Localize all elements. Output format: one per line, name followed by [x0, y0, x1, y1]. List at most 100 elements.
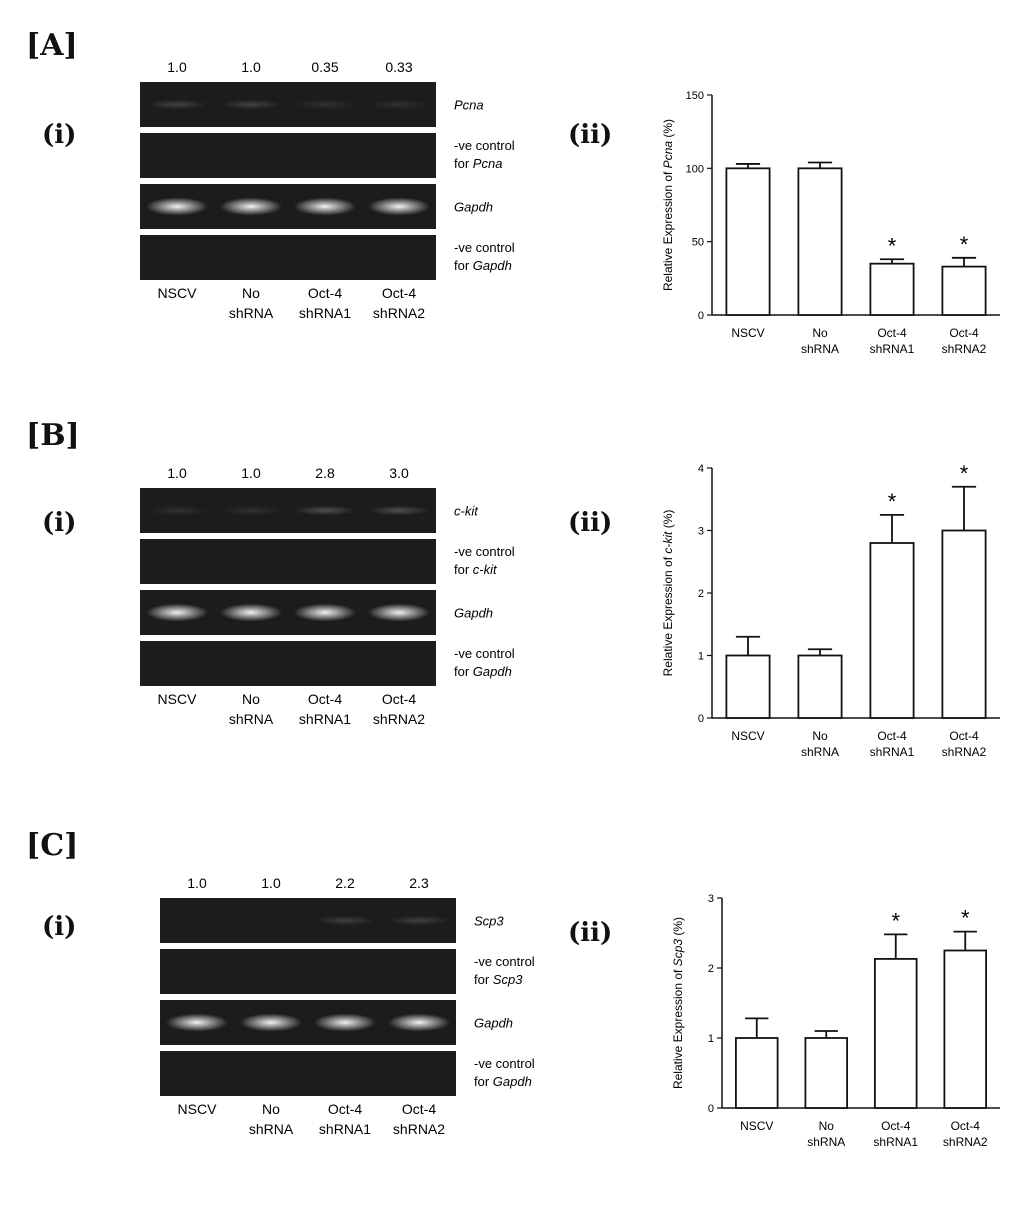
panel-a: [A] (i) 1.0 1.0 0.35 0.33 Pcna -ve control for…	[0, 20, 1015, 410]
x-tick-label: No	[812, 326, 828, 340]
gel-band	[145, 197, 209, 216]
gel-row-label: for c-kit	[454, 562, 498, 577]
gel-band	[293, 197, 357, 216]
bar	[873, 958, 918, 1109]
gel-band	[219, 99, 283, 110]
gel-image: 1.0 1.0 2.8 3.0 c-kit -ve control for c-kit Gap…	[140, 465, 515, 727]
band-value-label: 2.3	[409, 875, 429, 891]
band-value-label: 1.0	[187, 875, 207, 891]
gel-row-label: Gapdh	[474, 1016, 513, 1031]
band-value-label: 0.33	[385, 59, 412, 75]
x-tick-label: NSCV	[731, 729, 764, 743]
gel-band	[293, 505, 357, 516]
lane-label: shRNA1	[299, 305, 351, 321]
lane-label: No	[262, 1101, 280, 1117]
gel-row-label: for Scp3	[474, 972, 523, 987]
y-axis-label: Relative Expression of Scp3 (%)	[671, 917, 685, 1089]
lane-label: Oct-4	[382, 691, 416, 707]
band-value-label: 1.0	[167, 465, 187, 481]
bar-chart: 0 1 2 3 4 Relative Expression of c-kit (%) NSC…	[661, 461, 1000, 759]
significance-mark: *	[960, 232, 969, 257]
bar	[725, 654, 771, 719]
y-tick-label: 0	[698, 713, 704, 725]
x-tick-label: shRNA	[801, 745, 839, 759]
y-tick-label: 1	[698, 651, 704, 663]
bar-chart: 0 50 100 150 Relative Expression of Pcna (%)…	[661, 90, 1000, 356]
x-tick-label: shRNA1	[873, 1135, 918, 1149]
bar	[725, 167, 771, 316]
band-value-label: 2.8	[315, 465, 335, 481]
lane-label: Oct-4	[308, 285, 342, 301]
lane-label: shRNA	[229, 711, 274, 727]
y-tick-label: 0	[698, 310, 704, 322]
y-tick-label: 50	[692, 237, 704, 249]
panel-c: [C] (i) 1.0 1.0 2.2 2.3 Scp3 -ve control for S…	[0, 820, 1015, 1210]
gel-band	[145, 603, 209, 622]
x-tick-label: Oct-4	[949, 729, 979, 743]
gel-band	[387, 915, 451, 926]
x-tick-label: Oct-4	[877, 729, 907, 743]
gel-band	[367, 603, 431, 622]
x-tick-label: shRNA	[801, 342, 839, 356]
gel-row-label: Scp3	[474, 914, 504, 929]
gel-row	[140, 235, 436, 280]
significance-mark: *	[888, 233, 897, 258]
x-tick-label: Oct-4	[949, 326, 979, 340]
y-tick-label: 3	[698, 526, 704, 538]
gel-sublabel: (i)	[42, 120, 77, 150]
gel-band	[367, 99, 431, 110]
band-value-label: 3.0	[389, 465, 409, 481]
gel-band	[313, 915, 377, 926]
gel-row-label: Gapdh	[454, 200, 493, 215]
chart-sublabel: (ii)	[568, 918, 613, 948]
gel-row-label: Gapdh	[454, 606, 493, 621]
gel-band	[145, 505, 209, 516]
gel-row-label: for Gapdh	[454, 664, 512, 679]
y-tick-label: 0	[708, 1103, 714, 1115]
y-tick-label: 3	[708, 893, 714, 905]
gel-row-label: -ve control	[454, 138, 515, 153]
gel-band	[313, 1013, 377, 1032]
lane-label: NSCV	[178, 1101, 218, 1117]
gel-row-label: for Pcna	[454, 156, 502, 171]
bar	[804, 1037, 848, 1109]
panel-letter: [B]	[26, 418, 80, 453]
gel-sublabel: (i)	[42, 508, 77, 538]
panel-b: [B] (i) 1.0 1.0 2.8 3.0 c-kit -ve control for …	[0, 410, 1015, 800]
x-tick-label: NSCV	[740, 1119, 773, 1133]
bar-chart: 0 1 2 3 Relative Expression of Scp3 (%) NSCV N…	[671, 893, 1000, 1149]
lane-label: shRNA2	[373, 305, 425, 321]
band-value-label: 2.2	[335, 875, 355, 891]
significance-mark: *	[961, 906, 970, 931]
y-axis-label: Relative Expression of c-kit (%)	[661, 510, 675, 677]
bar	[797, 167, 843, 316]
bar	[797, 654, 843, 719]
gel-row-label: -ve control	[454, 240, 515, 255]
lane-label: Oct-4	[308, 691, 342, 707]
bar	[941, 529, 987, 719]
x-tick-label: shRNA1	[870, 342, 915, 356]
y-tick-label: 150	[686, 90, 704, 102]
gel-band	[293, 603, 357, 622]
lane-label: NSCV	[158, 691, 198, 707]
gel-row-label: -ve control	[474, 1056, 535, 1071]
gel-row	[160, 949, 456, 994]
lane-label: Oct-4	[402, 1101, 436, 1117]
lane-label: shRNA	[229, 305, 274, 321]
significance-mark: *	[960, 461, 969, 486]
y-tick-label: 2	[698, 588, 704, 600]
panel-letter: [A]	[26, 28, 78, 63]
bar	[941, 265, 987, 316]
band-value-label: 0.35	[311, 59, 338, 75]
bar	[943, 949, 987, 1109]
panel-letter: [C]	[26, 828, 79, 863]
gel-row	[160, 1051, 456, 1096]
gel-band	[219, 603, 283, 622]
lane-label: shRNA2	[373, 711, 425, 727]
lane-label: No	[242, 691, 260, 707]
bar	[869, 262, 915, 316]
lane-label: Oct-4	[328, 1101, 362, 1117]
significance-mark: *	[891, 908, 900, 933]
chart-sublabel: (ii)	[568, 508, 613, 538]
lane-label: shRNA1	[319, 1121, 371, 1137]
